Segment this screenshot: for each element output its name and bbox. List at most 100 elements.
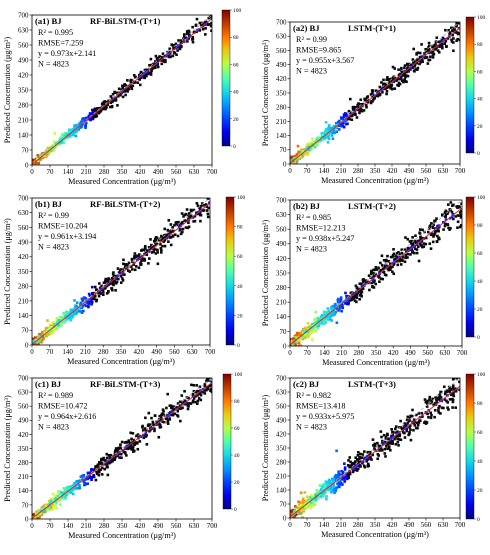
data-point xyxy=(107,474,110,477)
data-point xyxy=(129,80,132,83)
colorbar-tick-label: 80 xyxy=(233,35,239,41)
data-point xyxy=(356,296,359,299)
panel-c1BJ: 0070701401402102102802803503504204204904… xyxy=(3,372,243,540)
colorbar-tick-label: 60 xyxy=(477,251,483,257)
y-tick-label: 700 xyxy=(18,11,29,19)
x-tick-label: 140 xyxy=(62,348,73,356)
data-point xyxy=(379,262,382,265)
y-tick-label: 210 xyxy=(18,297,29,305)
data-point xyxy=(94,286,97,289)
colorbar-tick-label: 100 xyxy=(234,372,243,378)
data-point xyxy=(330,134,333,137)
data-point xyxy=(338,128,341,131)
data-point xyxy=(386,434,389,437)
data-point xyxy=(414,424,417,427)
data-point xyxy=(401,252,404,255)
y-tick-label: 420 xyxy=(276,75,287,83)
data-point xyxy=(125,454,128,457)
y-tick-label: 560 xyxy=(18,403,29,411)
data-point xyxy=(444,222,447,225)
data-point xyxy=(357,102,360,105)
data-point xyxy=(327,318,330,321)
data-point xyxy=(347,303,350,306)
panel-c2BJ: 0070701401402102102802803503504204204904… xyxy=(261,372,486,539)
x-tick-label: 420 xyxy=(135,168,146,176)
data-point xyxy=(122,279,125,282)
data-point xyxy=(438,405,441,408)
data-point xyxy=(358,112,361,115)
panel-a2BJ: 0070701401402102102802803503504204204904… xyxy=(261,15,486,185)
data-point xyxy=(411,415,414,418)
data-point xyxy=(176,410,179,413)
y-tick-label: 140 xyxy=(276,132,287,140)
data-point xyxy=(137,448,140,451)
data-point xyxy=(414,247,417,250)
y-tick-label: 560 xyxy=(18,41,29,49)
data-point xyxy=(208,23,211,26)
data-point xyxy=(344,292,347,295)
y-tick-label: 70 xyxy=(280,146,288,154)
data-point xyxy=(84,125,87,128)
data-point xyxy=(327,307,330,310)
r2-annotation: R² = 0.995 xyxy=(38,28,73,37)
panel-label: (a1) BJ xyxy=(35,16,62,26)
colorbar-tick-label: 80 xyxy=(477,223,483,229)
data-point xyxy=(397,251,400,254)
data-point xyxy=(76,301,79,304)
y-tick-label: 350 xyxy=(276,269,287,277)
y-tick-label: 0 xyxy=(283,342,287,350)
x-tick-label: 280 xyxy=(354,349,365,357)
data-point xyxy=(430,417,433,420)
data-point xyxy=(186,40,189,43)
x-tick-label: 560 xyxy=(421,167,432,175)
data-point xyxy=(129,432,132,435)
data-point xyxy=(112,271,115,274)
panel-label: (b1) BJ xyxy=(35,199,63,209)
data-point xyxy=(388,446,391,449)
data-point xyxy=(96,472,99,475)
data-point xyxy=(205,195,208,198)
data-point xyxy=(295,336,297,338)
data-point xyxy=(447,227,450,230)
x-tick-label: 490 xyxy=(151,348,162,356)
data-point xyxy=(126,79,129,82)
data-point xyxy=(73,131,75,133)
data-point xyxy=(192,41,195,44)
data-point xyxy=(346,122,349,125)
y-tick-label: 350 xyxy=(18,268,29,276)
data-point xyxy=(444,215,447,218)
data-point xyxy=(124,94,127,97)
data-point xyxy=(46,319,49,322)
data-point xyxy=(163,421,166,424)
data-point xyxy=(86,482,89,485)
data-point xyxy=(452,41,455,44)
data-point xyxy=(367,465,370,468)
data-point xyxy=(399,83,402,86)
data-point xyxy=(150,417,153,420)
data-point xyxy=(355,301,358,304)
data-point xyxy=(141,426,144,429)
data-point xyxy=(432,241,435,244)
y-tick-label: 140 xyxy=(18,131,29,139)
data-point xyxy=(195,384,198,387)
data-point xyxy=(304,491,307,494)
data-point xyxy=(429,59,432,62)
colorbar-tick-label: 40 xyxy=(477,279,483,285)
data-point xyxy=(428,396,431,399)
data-point xyxy=(420,244,423,247)
data-point xyxy=(300,491,303,494)
data-point xyxy=(367,463,370,466)
data-point xyxy=(203,209,206,212)
panel-a1BJ: 0070701401402102102802803503504204204904… xyxy=(3,8,242,186)
data-point xyxy=(177,39,180,42)
data-point xyxy=(348,110,351,113)
data-point xyxy=(433,220,436,223)
data-point xyxy=(104,459,107,462)
data-point xyxy=(446,406,449,409)
colorbar-tick-label: 100 xyxy=(233,8,242,14)
data-point xyxy=(400,263,403,266)
data-point xyxy=(125,263,128,266)
y-tick-label: 0 xyxy=(25,341,29,349)
data-point xyxy=(325,321,327,323)
